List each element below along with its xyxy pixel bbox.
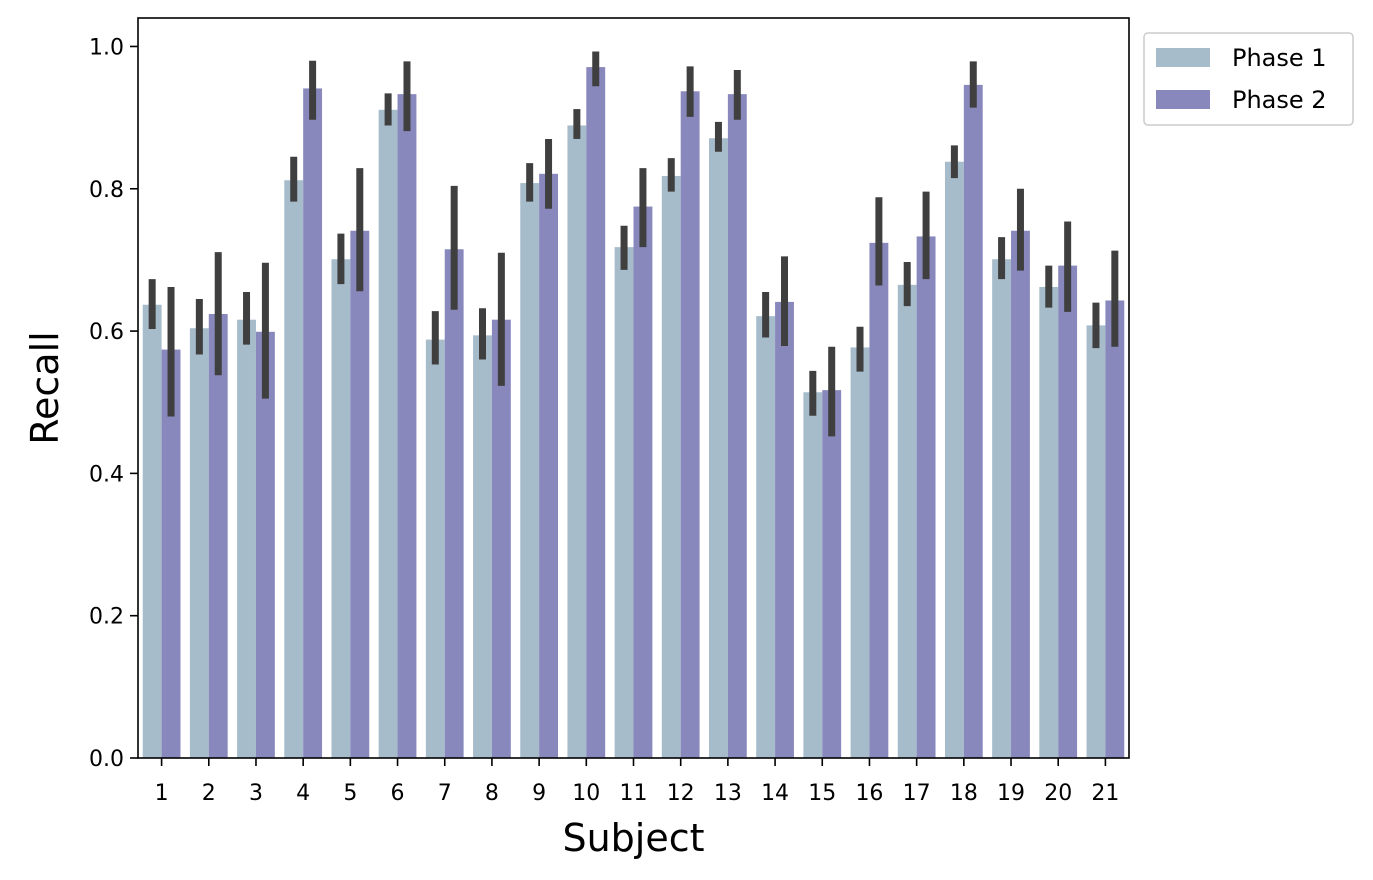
y-tick-label: 0.0 (89, 747, 124, 772)
bar-phase-1-subject-9 (520, 183, 540, 759)
y-axis-label: Recall (23, 331, 67, 444)
bar-phase-1-subject-14 (756, 316, 776, 758)
bar-phase-2-subject-4 (303, 88, 323, 758)
x-tick-label: 16 (855, 781, 883, 806)
x-tick-label: 5 (343, 781, 357, 806)
legend-label-phase-2: Phase 2 (1232, 86, 1327, 114)
legend: Phase 1 Phase 2 (1143, 32, 1354, 126)
bar-phase-2-subject-13 (727, 94, 747, 758)
x-tick-label: 10 (572, 781, 600, 806)
x-tick-label: 15 (808, 781, 836, 806)
bar-phase-1-subject-11 (614, 247, 634, 758)
bar-phase-1-subject-21 (1086, 325, 1106, 758)
bar-phase-2-subject-11 (633, 206, 653, 759)
bar-phase-2-subject-10 (586, 67, 606, 759)
bar-phase-1-subject-3 (237, 319, 256, 758)
x-tick-label: 1 (155, 781, 169, 806)
bar-phase-1-subject-19 (992, 259, 1012, 758)
legend-swatch-phase-2 (1156, 90, 1210, 109)
y-tick-label: 0.6 (89, 320, 124, 345)
x-tick-label: 4 (296, 781, 310, 806)
x-axis: 1 2 3 4 5 6 7 8 9 10 11 12 13 14 15 16 17 18 19 20 21 (155, 758, 1119, 806)
bar-phase-1-subject-7 (425, 339, 445, 758)
bar-phase-2-subject-18 (963, 84, 983, 758)
bar-phase-2-subject-19 (1011, 230, 1030, 758)
legend-swatch-phase-1 (1156, 48, 1210, 67)
bar-phase-1-subject-1 (142, 304, 162, 758)
bar-phase-1-subject-15 (803, 392, 823, 758)
x-tick-label: 12 (667, 781, 695, 806)
bar-phase-2-subject-21 (1105, 300, 1125, 758)
bar-phase-2-subject-15 (822, 390, 842, 758)
bar-phase-2-subject-14 (775, 301, 794, 758)
x-tick-label: 14 (761, 781, 789, 806)
bar-phase-2-subject-3 (255, 331, 275, 758)
bar-phase-2-subject-9 (539, 173, 558, 759)
x-tick-label: 6 (391, 781, 405, 806)
bar-phase-2-subject-20 (1058, 265, 1078, 758)
bar-phase-1-subject-10 (567, 125, 587, 758)
bar-phase-1-subject-16 (850, 347, 870, 758)
x-tick-label: 9 (532, 781, 546, 806)
bar-phase-2-subject-17 (916, 236, 936, 758)
bar-phase-1-subject-20 (1039, 286, 1059, 758)
y-tick-label: 0.8 (89, 178, 124, 203)
bar-phase-2-subject-8 (491, 319, 511, 758)
bars-layer (142, 67, 1125, 759)
bar-phase-2-subject-6 (397, 94, 417, 758)
bar-phase-1-subject-4 (284, 180, 304, 758)
x-tick-label: 20 (1044, 781, 1072, 806)
bar-phase-2-subject-7 (444, 249, 464, 758)
x-tick-label: 19 (997, 781, 1025, 806)
x-tick-label: 7 (438, 781, 452, 806)
bar-phase-1-subject-13 (709, 138, 728, 758)
bar-phase-1-subject-5 (331, 259, 351, 758)
x-tick-label: 2 (202, 781, 216, 806)
bar-phase-1-subject-8 (473, 335, 492, 758)
bar-phase-2-subject-1 (161, 349, 181, 758)
bar-phase-2-subject-16 (869, 242, 889, 758)
x-tick-label: 11 (620, 781, 648, 806)
bar-phase-1-subject-6 (378, 109, 398, 759)
legend-label-phase-1: Phase 1 (1232, 44, 1327, 72)
y-tick-label: 0.4 (89, 462, 124, 487)
x-tick-label: 8 (485, 781, 499, 806)
bar-phase-2-subject-5 (350, 230, 370, 758)
x-axis-label: Subject (562, 816, 704, 860)
y-tick-label: 1.0 (89, 35, 124, 60)
x-tick-label: 13 (714, 781, 742, 806)
error-bars-layer (148, 51, 1119, 437)
bar-phase-1-subject-18 (944, 161, 964, 758)
x-tick-label: 3 (249, 781, 263, 806)
x-tick-label: 21 (1091, 781, 1119, 806)
bar-phase-1-subject-2 (189, 328, 209, 758)
bar-phase-2-subject-12 (680, 91, 700, 759)
y-axis: 0.0 0.2 0.4 0.6 0.8 1.0 (89, 35, 138, 772)
bar-phase-1-subject-17 (897, 284, 917, 758)
x-tick-label: 17 (903, 781, 931, 806)
bar-phase-2-subject-2 (208, 314, 228, 758)
y-tick-label: 0.2 (89, 605, 124, 630)
bar-phase-1-subject-12 (661, 175, 681, 758)
x-tick-label: 18 (950, 781, 978, 806)
